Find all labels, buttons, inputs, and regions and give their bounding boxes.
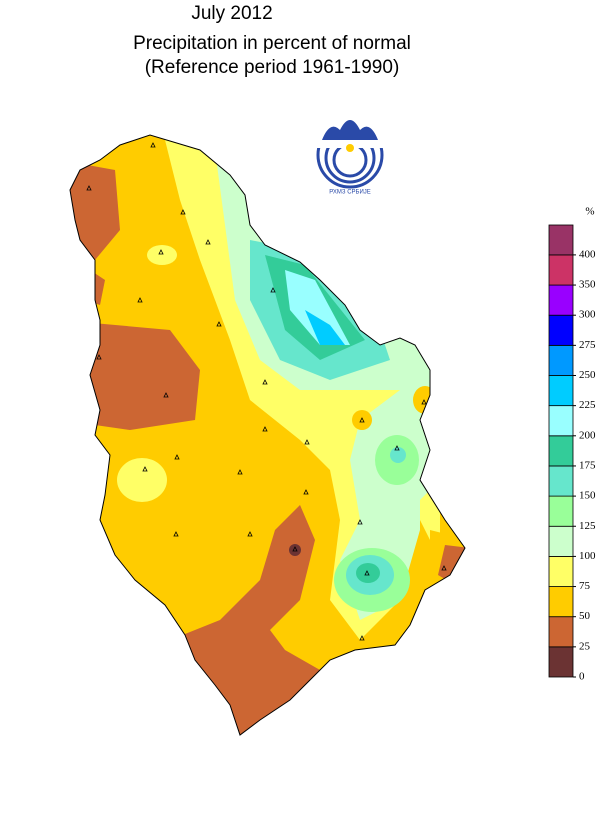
legend-swatch <box>548 254 574 286</box>
legend-swatch <box>548 556 574 587</box>
legend-tick-label: 125 <box>579 520 596 532</box>
legend-tick-label: 350 <box>579 279 596 291</box>
legend-swatch <box>548 314 574 346</box>
legend-tick-label: 200 <box>579 429 596 441</box>
legend-tick-label: 400 <box>579 248 596 260</box>
legend-swatch <box>548 586 574 618</box>
legend-swatch <box>548 405 574 437</box>
legend-swatch <box>548 375 574 407</box>
legend-swatch <box>548 465 574 497</box>
legend: % 0 25 50 75 100 125 150 175 200 225 250 275 300 350 4… <box>548 206 596 683</box>
legend-tick-label: 100 <box>579 550 596 562</box>
legend-swatch <box>548 284 574 316</box>
legend-swatch <box>548 344 574 376</box>
legend-tick-label: 75 <box>579 580 591 592</box>
legend-swatch <box>548 224 574 256</box>
logo-text: РХМЗ СРБИЈЕ <box>329 190 371 196</box>
precipitation-map <box>70 135 465 735</box>
legend-swatch <box>548 435 574 467</box>
legend-tick-label: 250 <box>579 369 596 381</box>
legend-tick-label: 50 <box>579 610 591 622</box>
title-line: Precipitation in percent of normal <box>133 33 411 54</box>
legend-swatch <box>548 646 574 678</box>
title-line: July 2012 <box>191 3 272 24</box>
legend-tick-label: 225 <box>579 399 596 411</box>
legend-tick-label: 150 <box>579 490 596 502</box>
legend-unit: % <box>585 206 594 218</box>
title-line: (Reference period 1961-1990) <box>145 57 400 78</box>
legend-tick-label: 25 <box>579 640 591 652</box>
legend-tick-label: 275 <box>579 339 596 351</box>
legend-tick-label: 0 <box>579 671 585 683</box>
legend-tick-label: 175 <box>579 459 596 471</box>
legend-swatch <box>548 525 574 557</box>
logo: РХМЗ СРБИЈЕ <box>316 118 384 196</box>
stations <box>86 142 447 641</box>
legend-swatch <box>548 495 574 527</box>
legend-swatch <box>548 616 574 648</box>
legend-tick-label: 300 <box>579 309 596 321</box>
